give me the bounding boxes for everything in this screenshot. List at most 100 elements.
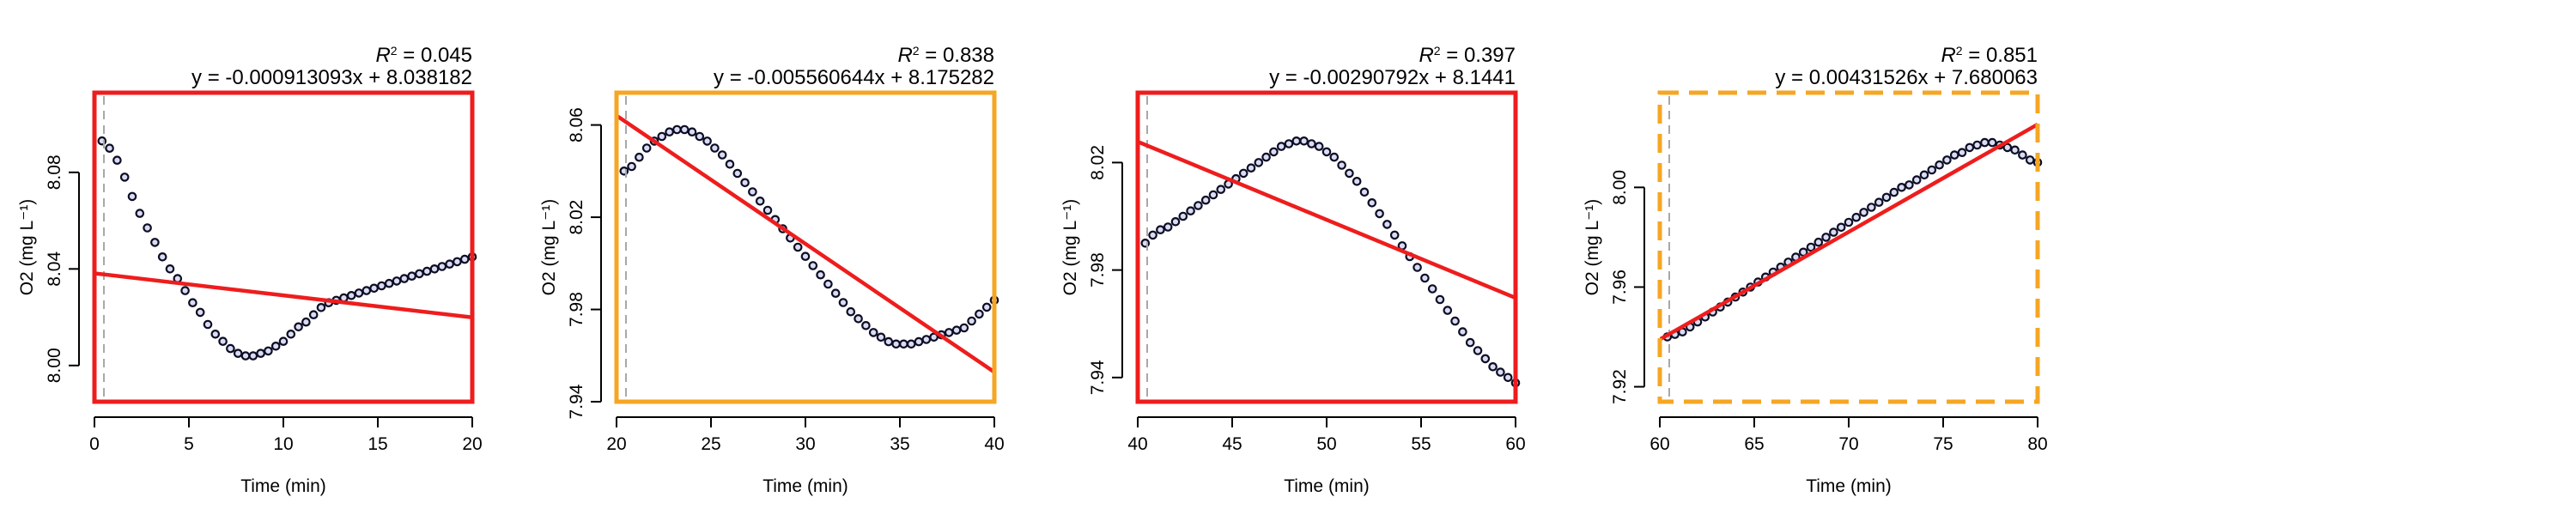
data-point bbox=[1965, 142, 1975, 153]
x-axis-label: Time (min) bbox=[762, 476, 848, 496]
x-tick-label: 50 bbox=[1316, 434, 1336, 454]
y-tick-label: 7.94 bbox=[567, 384, 586, 419]
x-tick-label: 80 bbox=[2027, 434, 2047, 454]
data-point bbox=[1949, 150, 1959, 160]
data-point bbox=[1972, 140, 1982, 150]
data-point bbox=[2025, 155, 2035, 165]
data-point bbox=[1359, 187, 1370, 197]
data-point bbox=[657, 131, 667, 142]
data-point bbox=[1987, 137, 1997, 148]
data-point bbox=[437, 262, 447, 271]
points-group bbox=[619, 124, 999, 349]
data-point bbox=[891, 339, 901, 349]
data-point bbox=[1389, 230, 1400, 240]
data-point bbox=[1814, 237, 1824, 247]
y-tick-label: 8.06 bbox=[567, 107, 586, 142]
data-point bbox=[1238, 168, 1249, 179]
data-point bbox=[929, 332, 939, 342]
points-group bbox=[1662, 137, 2043, 342]
x-tick-label: 25 bbox=[701, 434, 720, 454]
data-point bbox=[740, 178, 750, 188]
data-point bbox=[1156, 225, 1165, 234]
data-point bbox=[975, 309, 984, 319]
data-point bbox=[1269, 147, 1279, 157]
regression-equation: y = 0.00431526x + 7.680063 bbox=[1775, 66, 2038, 89]
x-axis: 60 65 70 75 80 bbox=[1649, 416, 2048, 454]
data-point bbox=[392, 276, 402, 286]
x-tick-label: 20 bbox=[606, 434, 626, 454]
points-group bbox=[97, 136, 477, 360]
data-point bbox=[286, 329, 296, 339]
data-point bbox=[800, 251, 811, 261]
x-tick-label: 5 bbox=[184, 434, 194, 454]
data-point bbox=[1927, 165, 1937, 175]
data-point bbox=[270, 341, 281, 351]
data-point bbox=[816, 270, 825, 280]
y-axis-label: O2 (mg L⁻¹) bbox=[1060, 199, 1080, 296]
data-point bbox=[725, 160, 735, 169]
x-tick-label: 35 bbox=[890, 434, 909, 454]
data-point bbox=[264, 346, 273, 356]
data-point bbox=[226, 343, 235, 354]
data-point bbox=[1261, 152, 1271, 162]
data-point bbox=[415, 269, 424, 279]
data-point bbox=[823, 279, 833, 289]
regression-line bbox=[1660, 122, 2038, 342]
data-point bbox=[944, 328, 954, 337]
data-point bbox=[899, 339, 908, 349]
y-tick-label: 8.00 bbox=[45, 348, 64, 383]
chart-panel-1: 0 5 10 15 20 8.00 8.04 8.08 Time (min) O2 (mg … bbox=[17, 44, 483, 496]
data-point bbox=[1919, 170, 1929, 180]
r-squared-annotation: R2 = 0.045 bbox=[375, 44, 472, 67]
data-point bbox=[1352, 177, 1362, 186]
x-tick-label: 15 bbox=[368, 434, 387, 454]
y-axis-label: O2 (mg L⁻¹) bbox=[17, 199, 37, 296]
data-point bbox=[361, 286, 372, 295]
data-point bbox=[1473, 346, 1483, 355]
data-point bbox=[294, 322, 303, 332]
x-tick-label: 0 bbox=[89, 434, 100, 454]
data-point bbox=[1911, 175, 1922, 185]
r-squared-value: 0.838 bbox=[943, 44, 994, 67]
data-point bbox=[679, 124, 690, 135]
y-tick-label: 8.00 bbox=[1610, 170, 1630, 205]
data-point bbox=[830, 288, 841, 298]
x-tick-label: 70 bbox=[1838, 434, 1858, 454]
data-point bbox=[1897, 183, 1906, 192]
data-point bbox=[453, 257, 462, 267]
data-point bbox=[445, 259, 454, 269]
data-point bbox=[854, 313, 863, 324]
data-point bbox=[1345, 168, 1354, 179]
data-point bbox=[1980, 137, 1990, 148]
r-squared-annotation: R2 = 0.851 bbox=[1941, 44, 2038, 67]
data-point bbox=[1337, 161, 1346, 170]
plot-frame bbox=[1135, 90, 1518, 404]
chart-panel-2: 20 25 30 35 40 7.94 7.98 8.02 8.06 Time (min) O… bbox=[539, 44, 1005, 496]
y-tick-label: 8.02 bbox=[1088, 145, 1108, 180]
data-point bbox=[1420, 273, 1430, 283]
y-tick-label: 8.02 bbox=[567, 200, 586, 235]
points-group bbox=[1140, 136, 1521, 388]
data-point bbox=[755, 197, 765, 206]
data-point bbox=[1367, 198, 1377, 208]
data-point bbox=[1291, 136, 1302, 146]
data-point bbox=[884, 336, 894, 347]
data-point bbox=[1216, 185, 1226, 194]
data-point bbox=[2018, 150, 2027, 160]
data-point bbox=[354, 288, 364, 298]
x-axis: 0 5 10 15 20 bbox=[89, 416, 483, 454]
data-point bbox=[1458, 327, 1467, 336]
data-point bbox=[1905, 180, 1914, 190]
data-point bbox=[346, 290, 356, 300]
data-point bbox=[459, 254, 470, 264]
data-point bbox=[861, 320, 871, 330]
plot-frame bbox=[614, 90, 997, 404]
data-point bbox=[119, 173, 130, 182]
data-point bbox=[695, 131, 705, 142]
data-point bbox=[1806, 242, 1816, 252]
x-axis: 40 45 50 55 60 bbox=[1127, 416, 1526, 454]
data-point bbox=[1284, 139, 1294, 148]
data-point bbox=[2010, 145, 2020, 155]
r-squared-value: 0.851 bbox=[1986, 44, 2038, 67]
data-point bbox=[921, 335, 932, 344]
